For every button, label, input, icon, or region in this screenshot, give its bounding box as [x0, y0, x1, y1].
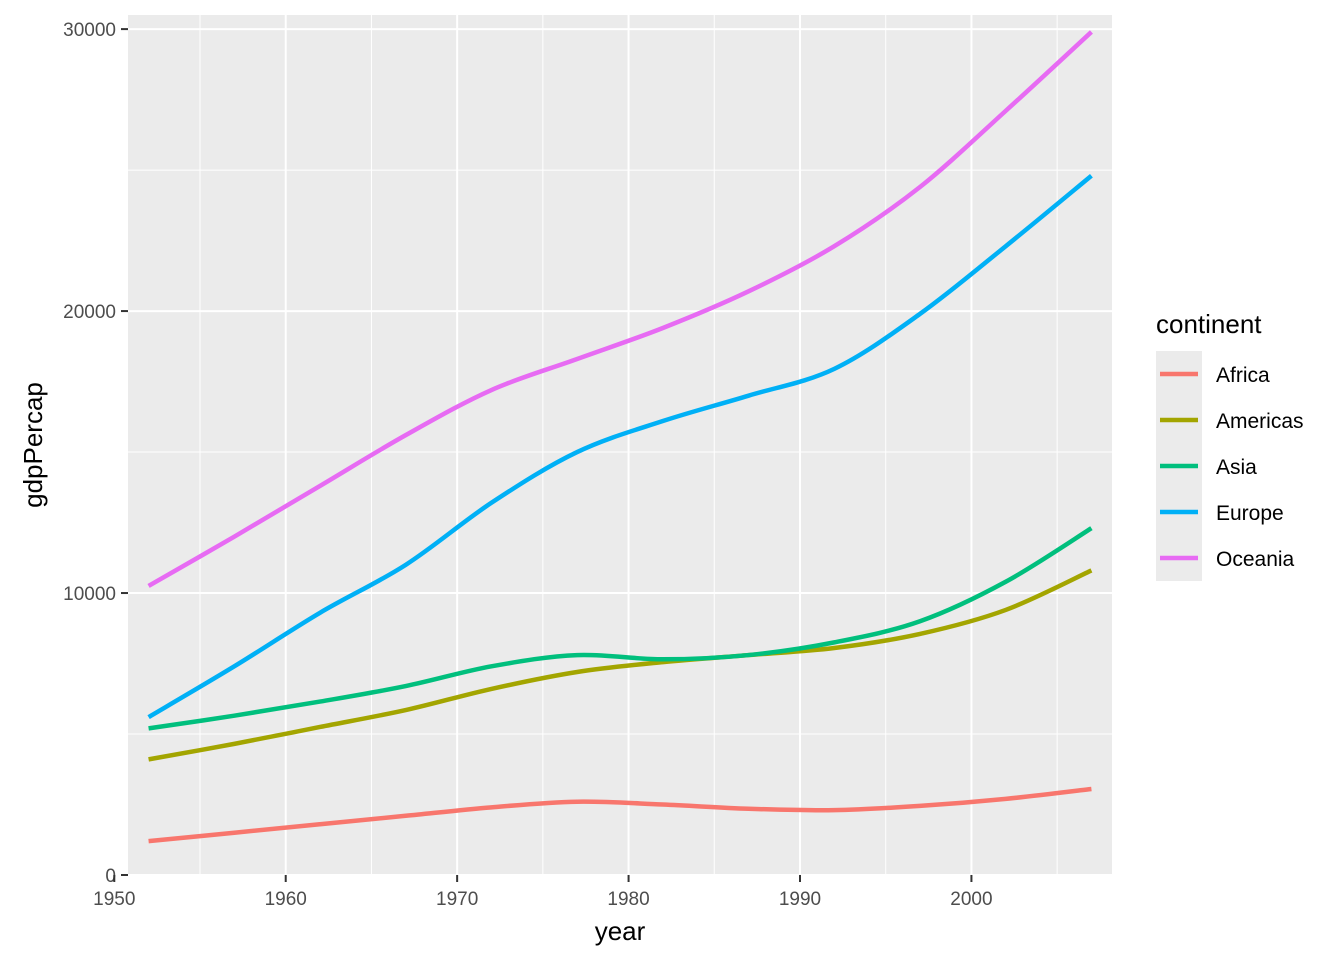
legend-label-asia: Asia: [1216, 456, 1257, 479]
legend-label-europe: Europe: [1216, 502, 1284, 525]
legend-label-americas: Americas: [1216, 410, 1304, 433]
y-tick-label: 20000: [63, 302, 116, 323]
legend-label-africa: Africa: [1216, 364, 1270, 387]
grid-major: [113, 15, 1112, 876]
series-line-africa: [148, 786, 1092, 844]
x-axis-title: year: [595, 916, 646, 946]
x-tick-label: 2000: [950, 889, 992, 910]
y-tick-label: 0: [105, 866, 116, 887]
series-line-americas: [148, 568, 1093, 762]
x-tick-label: 1990: [779, 889, 821, 910]
x-tick-label: 1960: [265, 889, 307, 910]
x-axis: 1950 1960 1970 1980 1990 2000: [93, 875, 993, 910]
legend-label-oceania: Oceania: [1216, 548, 1295, 571]
series-line-oceania: [147, 30, 1093, 588]
x-tick-label: 1950: [93, 889, 135, 910]
x-tick-label: 1970: [436, 889, 478, 910]
series-line-asia: [148, 526, 1093, 731]
series-line-europe: [147, 173, 1093, 720]
y-tick-label: 10000: [63, 584, 116, 605]
x-tick-label: 1980: [607, 889, 649, 910]
y-tick-label: 30000: [63, 20, 116, 41]
panel-background: [128, 15, 1112, 875]
legend-title: continent: [1156, 309, 1262, 339]
legend-items: Africa Americas Asia Europe Oceania: [1160, 364, 1304, 571]
y-axis-title: gdpPercap: [18, 382, 48, 508]
legend: continent Africa Americas Asia Europe Oceani…: [1156, 309, 1304, 581]
series-lines: [147, 30, 1093, 844]
y-axis: 0 10000 20000 30000: [63, 20, 128, 887]
